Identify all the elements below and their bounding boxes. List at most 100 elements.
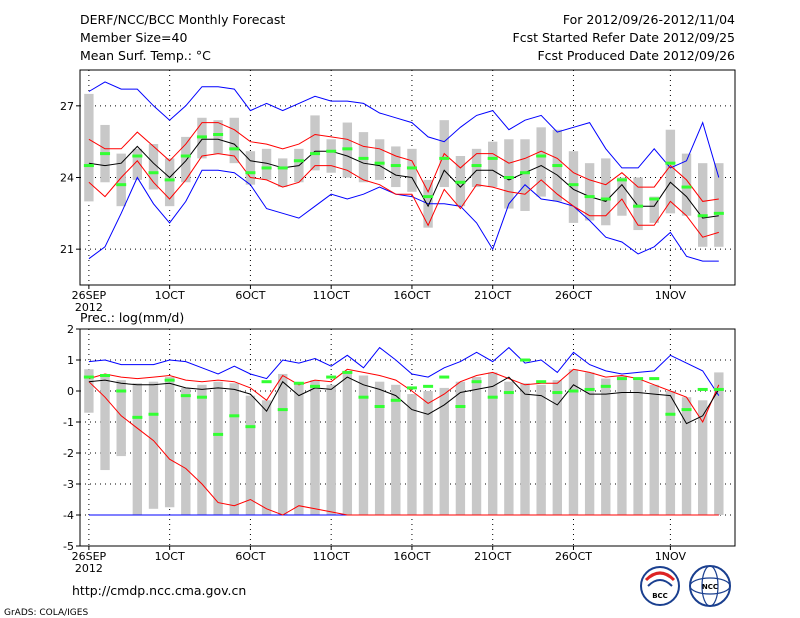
temp-observed-mark xyxy=(536,154,547,158)
precip-spread-box xyxy=(423,391,433,515)
temp-x-tick-label: 21OCT xyxy=(474,289,511,302)
temp-spread-box xyxy=(148,144,159,190)
precip-observed-mark xyxy=(665,412,676,416)
precip-observed-mark xyxy=(277,408,288,412)
temp-observed-mark xyxy=(358,156,369,160)
precip-x-tick-label: 26OCT xyxy=(555,550,592,563)
temp-spread-box xyxy=(665,129,676,214)
precip-spread-box xyxy=(698,400,708,515)
temp-spread-box xyxy=(617,177,627,216)
precip-spread-box xyxy=(164,377,175,508)
temp-spread-box xyxy=(681,153,692,216)
precip-x-tick-label: 11OCT xyxy=(313,550,350,563)
precip-panel-title: Prec.: log(mm/d) xyxy=(80,310,184,325)
precip-observed-mark xyxy=(261,380,272,384)
precip-observed-mark xyxy=(310,384,321,388)
ncc-logo: NCC xyxy=(689,565,731,607)
temp-spread-box xyxy=(471,148,482,188)
temp-observed-mark xyxy=(83,164,94,168)
precip-observed-mark xyxy=(471,380,482,384)
precip-observed-mark xyxy=(649,377,660,381)
precip-spread-box xyxy=(665,391,676,515)
precip-spread-box xyxy=(471,377,482,515)
header-title: DERF/NCC/BCC Monthly Forecast xyxy=(80,12,285,27)
temp-observed-mark xyxy=(196,135,207,139)
precip-x-tick-label: 1NOV xyxy=(655,550,687,563)
temp-observed-mark xyxy=(600,197,611,201)
temp-observed-mark xyxy=(374,161,385,165)
temp-year-label: 2012 xyxy=(75,301,103,314)
precip-y-tick-label: 2 xyxy=(67,323,74,336)
precip-mean-minus-std-line xyxy=(88,381,719,516)
precip-observed-mark xyxy=(83,375,94,379)
temp-spread-box xyxy=(649,196,659,223)
precip-spread-box xyxy=(116,380,126,457)
precip-spread-box xyxy=(342,372,353,515)
precip-spread-box xyxy=(358,375,369,515)
bcc-logo-label: BCC xyxy=(652,592,668,600)
temp-observed-mark xyxy=(439,156,450,160)
precip-x-tick-label: 6OCT xyxy=(235,550,265,563)
header-period: For 2012/09/26-2012/11/04 xyxy=(563,12,735,27)
precip-observed-mark xyxy=(697,387,708,391)
precip-observed-mark xyxy=(358,395,369,399)
precip-x-tick-label: 1OCT xyxy=(155,550,185,563)
temp-observed-mark xyxy=(568,183,579,187)
temp-y-tick-label: 21 xyxy=(60,243,74,256)
precip-y-tick-label: -3 xyxy=(63,478,74,491)
precip-spread-box xyxy=(455,381,466,515)
precip-observed-mark xyxy=(423,384,434,388)
temp-spread-box xyxy=(164,158,175,207)
precip-observed-mark xyxy=(293,381,304,385)
temp-observed-mark xyxy=(520,171,531,175)
precip-observed-mark xyxy=(406,386,417,390)
temp-observed-mark xyxy=(164,178,175,182)
precip-spread-box xyxy=(681,397,692,515)
precip-observed-mark xyxy=(342,370,353,374)
precip-spread-box xyxy=(278,373,288,515)
precip-spread-box xyxy=(374,381,385,515)
temp-spread-box xyxy=(326,139,336,173)
temp-observed-mark xyxy=(310,152,321,156)
precip-spread-box xyxy=(649,384,659,515)
precip-spread-box xyxy=(181,387,191,515)
temp-max-line xyxy=(88,169,719,262)
precip-mean-plus-std-line xyxy=(88,368,720,424)
temp-spread-box xyxy=(504,139,514,209)
temp-spread-box xyxy=(633,177,643,231)
temp-spread-box xyxy=(229,117,239,164)
temp-spread-box xyxy=(181,136,191,183)
precip-spread-box xyxy=(407,394,417,515)
temp-observed-mark xyxy=(423,195,434,199)
precip-max-line xyxy=(88,346,720,396)
temp-y-tick-label: 27 xyxy=(60,100,74,113)
precip-spread-box xyxy=(520,383,530,515)
temp-observed-mark xyxy=(261,166,272,170)
temp-x-tick-label: 6OCT xyxy=(235,289,265,302)
precipitation-panel: -5 -4 -3 -2 -1 0 1 2 26SEP 1OCT 6OCT 11OCT 16OCT 21OC… xyxy=(63,323,736,575)
precip-observed-mark xyxy=(213,432,224,436)
precip-observed-mark xyxy=(132,415,143,419)
precip-spread-box xyxy=(601,378,611,515)
temp-spread-box xyxy=(374,139,385,180)
temp-min-line xyxy=(88,81,720,178)
precip-observed-mark xyxy=(164,378,175,382)
footer-credit: GrADS: COLA/IGES xyxy=(4,608,88,618)
temp-x-tick-label: 11OCT xyxy=(313,289,350,302)
precip-observed-mark xyxy=(229,414,240,418)
precip-observed-mark xyxy=(520,358,531,362)
precip-spread-box xyxy=(552,380,563,515)
precip-observed-mark xyxy=(552,391,563,395)
precip-spread-box xyxy=(148,381,159,509)
precip-spread-box xyxy=(439,387,449,515)
precip-observed-mark xyxy=(148,412,159,416)
temp-spread-box xyxy=(584,163,595,221)
precip-observed-mark xyxy=(633,377,644,381)
temp-observed-mark xyxy=(277,166,288,170)
precip-spread-box xyxy=(197,384,207,515)
temp-spread-box xyxy=(714,163,724,247)
temp-x-tick-label: 16OCT xyxy=(393,289,430,302)
precip-observed-mark xyxy=(455,405,466,408)
temp-mean-plus-std-line xyxy=(88,122,719,202)
